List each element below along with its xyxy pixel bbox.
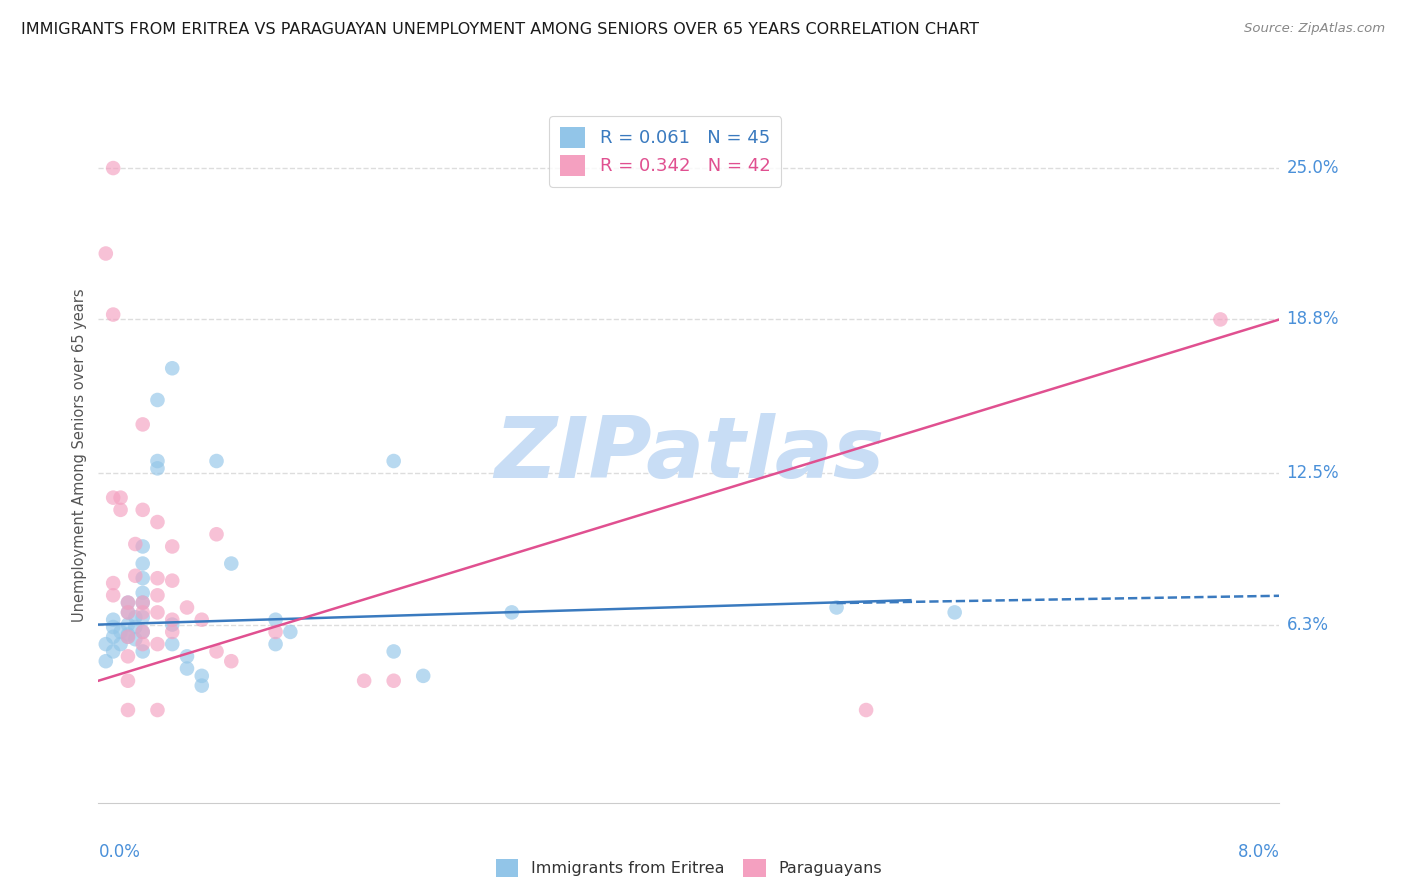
Point: [124, 568, 146, 582]
Point: [278, 624, 301, 639]
Point: [94, 654, 117, 668]
Point: [353, 673, 375, 688]
Point: [825, 600, 848, 615]
Point: [264, 613, 287, 627]
Text: 18.8%: 18.8%: [1286, 310, 1339, 328]
Point: [117, 673, 139, 688]
Point: [117, 617, 139, 632]
Point: [162, 361, 183, 376]
Point: [176, 649, 198, 664]
Point: [205, 454, 228, 468]
Legend: Immigrants from Eritrea, Paraguayans: Immigrants from Eritrea, Paraguayans: [488, 851, 890, 885]
Point: [146, 461, 169, 475]
Point: [146, 392, 169, 407]
Point: [132, 610, 155, 624]
Point: [501, 606, 523, 620]
Point: [117, 627, 139, 641]
Point: [162, 637, 183, 651]
Point: [176, 600, 198, 615]
Text: 25.0%: 25.0%: [1286, 159, 1339, 178]
Point: [146, 571, 169, 585]
Text: 6.3%: 6.3%: [1286, 615, 1329, 633]
Point: [1209, 312, 1232, 326]
Point: [103, 576, 124, 591]
Point: [176, 661, 198, 675]
Point: [219, 557, 242, 571]
Point: [132, 644, 155, 658]
Point: [103, 613, 124, 627]
Point: [205, 527, 228, 541]
Point: [94, 637, 117, 651]
Point: [110, 503, 132, 517]
Point: [117, 630, 139, 644]
Point: [103, 630, 124, 644]
Point: [191, 613, 214, 627]
Point: [103, 308, 124, 322]
Point: [132, 624, 155, 639]
Point: [191, 669, 214, 683]
Point: [382, 673, 405, 688]
Point: [132, 557, 155, 571]
Point: [117, 649, 139, 664]
Point: [162, 624, 183, 639]
Point: [132, 596, 155, 610]
Point: [117, 596, 139, 610]
Point: [103, 620, 124, 634]
Point: [117, 606, 139, 620]
Point: [124, 537, 146, 551]
Point: [162, 540, 183, 554]
Point: [117, 630, 139, 644]
Point: [132, 596, 155, 610]
Point: [110, 491, 132, 505]
Point: [117, 703, 139, 717]
Point: [162, 617, 183, 632]
Point: [103, 644, 124, 658]
Point: [103, 161, 124, 175]
Point: [132, 540, 155, 554]
Point: [943, 606, 966, 620]
Point: [94, 246, 117, 260]
Text: 0.0%: 0.0%: [98, 843, 141, 861]
Text: IMMIGRANTS FROM ERITREA VS PARAGUAYAN UNEMPLOYMENT AMONG SENIORS OVER 65 YEARS C: IMMIGRANTS FROM ERITREA VS PARAGUAYAN UN…: [21, 22, 979, 37]
Point: [124, 610, 146, 624]
Point: [132, 624, 155, 639]
Point: [103, 491, 124, 505]
Point: [146, 703, 169, 717]
Point: [132, 571, 155, 585]
Point: [162, 613, 183, 627]
Point: [146, 606, 169, 620]
Point: [124, 632, 146, 647]
Point: [382, 644, 405, 658]
Point: [132, 417, 155, 432]
Point: [146, 588, 169, 602]
Point: [110, 624, 132, 639]
Point: [264, 637, 287, 651]
Text: ZIPatlas: ZIPatlas: [494, 413, 884, 497]
Point: [146, 515, 169, 529]
Point: [382, 454, 405, 468]
Text: Source: ZipAtlas.com: Source: ZipAtlas.com: [1244, 22, 1385, 36]
Point: [110, 637, 132, 651]
Text: 8.0%: 8.0%: [1237, 843, 1279, 861]
Point: [103, 588, 124, 602]
Point: [132, 606, 155, 620]
Point: [132, 586, 155, 600]
Point: [264, 624, 287, 639]
Y-axis label: Unemployment Among Seniors over 65 years: Unemployment Among Seniors over 65 years: [72, 288, 87, 622]
Point: [855, 703, 877, 717]
Point: [124, 620, 146, 634]
Point: [191, 679, 214, 693]
Point: [117, 596, 139, 610]
Point: [117, 606, 139, 620]
Point: [146, 454, 169, 468]
Point: [132, 503, 155, 517]
Text: 12.5%: 12.5%: [1286, 464, 1339, 483]
Point: [205, 644, 228, 658]
Point: [146, 637, 169, 651]
Point: [162, 574, 183, 588]
Point: [132, 637, 155, 651]
Point: [412, 669, 434, 683]
Point: [219, 654, 242, 668]
